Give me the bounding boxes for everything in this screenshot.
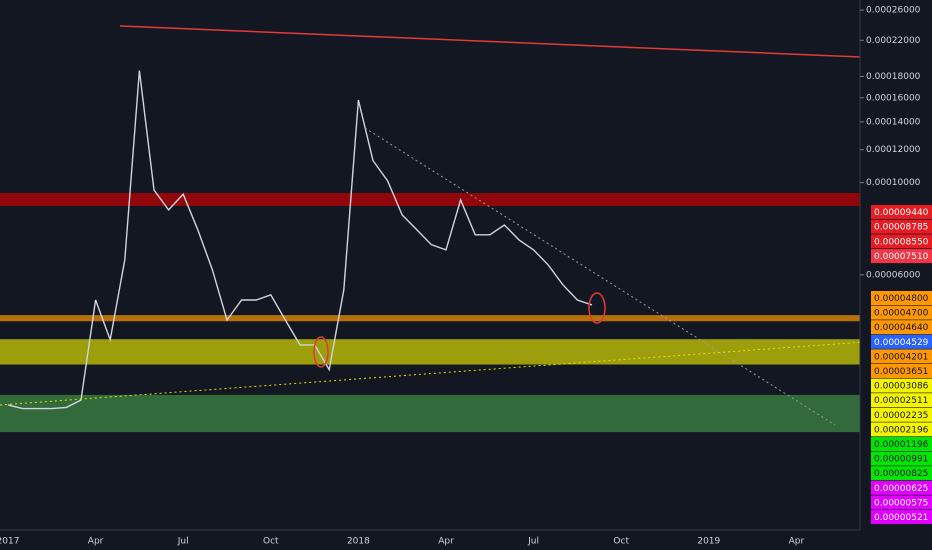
price-label: 0.00004640 bbox=[874, 323, 929, 333]
price-label: 0.00004201 bbox=[874, 352, 928, 362]
price-label: 0.00000521 bbox=[874, 513, 928, 523]
resistance-trendline bbox=[119, 25, 932, 61]
x-tick-label: Jul bbox=[177, 537, 189, 547]
price-label-box bbox=[871, 334, 932, 349]
price-label-box bbox=[871, 378, 932, 393]
y-tick-label: 0.00006000 bbox=[866, 270, 921, 280]
support-trendline bbox=[0, 336, 932, 406]
price-label: 0.00008785 bbox=[874, 223, 928, 233]
price-label-box bbox=[871, 320, 932, 335]
x-tick-label: Oct bbox=[613, 537, 629, 547]
price-label-box bbox=[871, 234, 932, 249]
y-tick-label: 0.00014000 bbox=[866, 117, 921, 127]
price-label-box bbox=[871, 480, 932, 495]
price-label: 0.00000625 bbox=[874, 484, 928, 494]
price-label-box bbox=[871, 466, 932, 481]
x-tick-label: Apr bbox=[789, 537, 805, 547]
price-label-box bbox=[871, 205, 932, 219]
highlight-circle bbox=[588, 292, 606, 324]
y-tick-label: 0.00010000 bbox=[866, 178, 921, 188]
price-zone bbox=[0, 193, 860, 207]
price-label: 0.00003086 bbox=[874, 382, 929, 392]
axes: 0.00026000 0.00022000 0.00018000 0.00016000… bbox=[0, 6, 932, 547]
plot bbox=[7, 70, 593, 410]
highlight-circle bbox=[313, 336, 329, 368]
price-label: 0.00004800 bbox=[874, 294, 929, 304]
y-tick-label: 0.00012000 bbox=[866, 145, 921, 155]
price-label-box bbox=[871, 510, 932, 524]
price-label-box bbox=[871, 249, 932, 264]
price-label: 0.00008550 bbox=[874, 237, 929, 247]
price-label: 0.00002235 bbox=[874, 411, 928, 421]
price-label: 0.00000825 bbox=[874, 469, 928, 479]
price-label: 0.00009440 bbox=[874, 208, 929, 218]
price-label: 0.00004700 bbox=[874, 309, 929, 319]
zones bbox=[0, 193, 860, 433]
price-label: 0.00007510 bbox=[874, 252, 929, 262]
price-label-box bbox=[871, 451, 932, 466]
price-label-box bbox=[871, 364, 932, 378]
x-tick-label: 2017 bbox=[0, 537, 19, 547]
price-label: 0.00000991 bbox=[874, 455, 928, 465]
y-tick-label: 0.00016000 bbox=[866, 93, 921, 103]
x-tick-label: 2018 bbox=[347, 537, 370, 547]
price-label: 0.00001196 bbox=[874, 440, 929, 450]
x-tick-label: Jul bbox=[527, 537, 539, 547]
x-tick-label: Apr bbox=[438, 537, 454, 547]
price-label: 0.00000575 bbox=[874, 498, 928, 508]
price-label-box bbox=[871, 305, 932, 320]
price-label: 0.00004529 bbox=[874, 338, 929, 348]
price-label-box bbox=[871, 407, 932, 422]
price-label-box bbox=[871, 495, 932, 510]
price-label-box bbox=[871, 291, 932, 305]
price-zone bbox=[0, 394, 860, 433]
price-zone bbox=[0, 339, 860, 365]
price-zone bbox=[0, 315, 860, 322]
price-label-box bbox=[871, 437, 932, 451]
y-tick-label: 0.00026000 bbox=[866, 6, 921, 16]
y-tick-label: 0.00018000 bbox=[866, 72, 921, 82]
price-label-box bbox=[871, 422, 932, 437]
price-label-box bbox=[871, 349, 932, 364]
price-label-box bbox=[871, 219, 932, 234]
x-tick-label: Oct bbox=[263, 537, 279, 547]
price-label-box bbox=[871, 393, 932, 408]
price-line bbox=[7, 70, 593, 410]
y-tick-label: 0.00022000 bbox=[866, 36, 921, 46]
price-label: 0.00002511 bbox=[874, 396, 928, 406]
price-label: 0.00002196 bbox=[874, 425, 929, 435]
price-label: 0.00003651 bbox=[874, 367, 928, 377]
x-tick-label: 2019 bbox=[697, 537, 720, 547]
x-tick-label: Apr bbox=[88, 537, 104, 547]
